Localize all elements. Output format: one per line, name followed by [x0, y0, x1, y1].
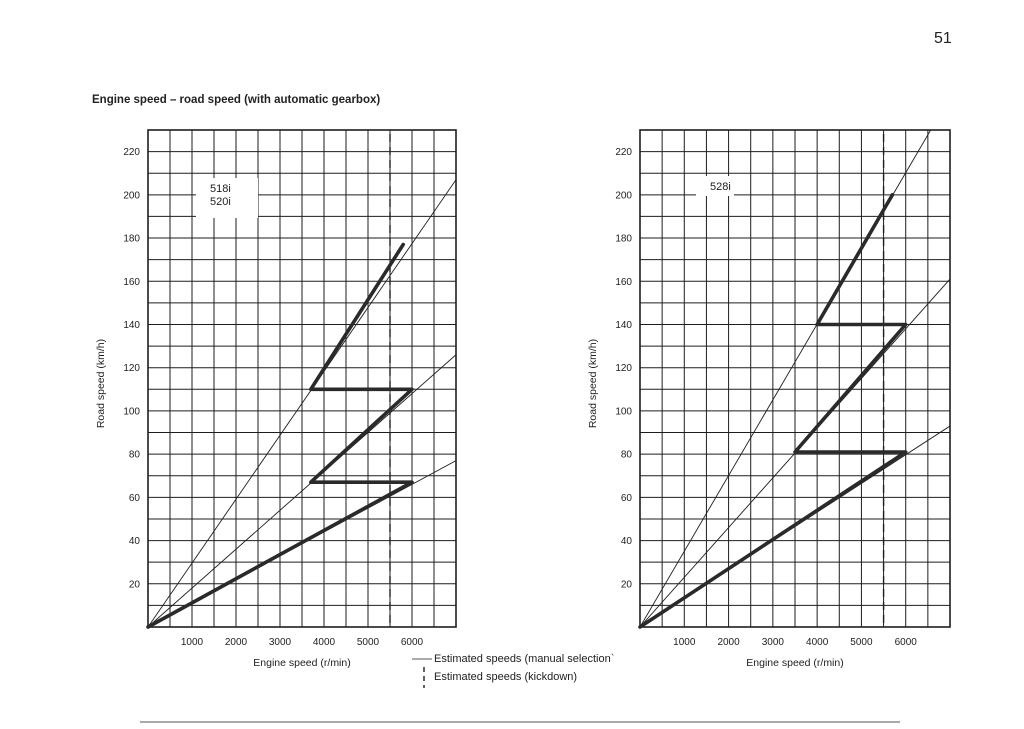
model-label: 518i [210, 183, 231, 195]
page-number: 51 [934, 30, 952, 47]
y-tick-label: 20 [621, 579, 633, 590]
shift-path [146, 242, 414, 629]
y-tick-label: 120 [615, 363, 632, 374]
x-tick-label: 6000 [401, 637, 424, 648]
x-tick-label: 5000 [357, 637, 380, 648]
x-tick-label: 1000 [181, 637, 204, 648]
model-label-box [696, 176, 734, 196]
y-tick-label: 60 [129, 493, 141, 504]
y-axis-label: Road speed (km/h) [587, 339, 599, 428]
legend: Estimated speeds (manual selection` Esti… [412, 653, 614, 688]
page-title: Engine speed – road speed (with automati… [92, 94, 381, 106]
y-tick-label: 100 [615, 406, 632, 417]
y-tick-label: 200 [615, 190, 632, 201]
x-tick-label: 2000 [225, 637, 248, 648]
y-tick-label: 100 [123, 406, 140, 417]
y-tick-label: 180 [123, 234, 140, 245]
y-tick-label: 80 [129, 450, 141, 461]
y-tick-label: 120 [123, 363, 140, 374]
plot-frame [639, 129, 951, 628]
model-label-box [196, 178, 258, 218]
chart-528i: 528i 20 40 60 80 100 120 140 160 180 200 220 1000 200… [587, 129, 951, 669]
x-tick-label: 4000 [806, 637, 829, 648]
x-tick-label: 3000 [269, 637, 292, 648]
legend-kickdown-label: Estimated speeds (kickdown) [434, 671, 577, 683]
y-tick-label: 40 [621, 536, 633, 547]
y-axis-label: Road speed (km/h) [95, 339, 107, 428]
x-tick-label: 2000 [717, 637, 740, 648]
x-tick-label: 3000 [762, 637, 785, 648]
x-tick-label: 5000 [850, 637, 873, 648]
legend-manual-label: Estimated speeds (manual selection` [434, 653, 614, 665]
y-tick-label: 40 [129, 536, 141, 547]
grid [640, 130, 950, 627]
plot-frame [147, 129, 457, 628]
gear-line-3 [148, 179, 456, 627]
grid [148, 130, 456, 627]
x-tick-label: 1000 [673, 637, 696, 648]
model-label: 528i [710, 181, 731, 193]
y-tick-label: 220 [615, 147, 632, 158]
shift-path [638, 193, 908, 629]
y-tick-label: 220 [123, 147, 140, 158]
gear-line-2 [148, 354, 456, 627]
y-tick-label: 180 [615, 234, 632, 245]
y-tick-label: 20 [129, 579, 141, 590]
y-tick-label: 200 [123, 190, 140, 201]
x-tick-label: 4000 [313, 637, 336, 648]
x-axis-label: Engine speed (r/min) [253, 657, 350, 669]
y-tick-label: 140 [123, 320, 140, 331]
model-label: 520i [210, 196, 231, 208]
x-tick-label: 6000 [895, 637, 918, 648]
y-tick-label: 60 [621, 493, 633, 504]
y-tick-label: 160 [615, 277, 632, 288]
x-axis-label: Engine speed (r/min) [746, 657, 843, 669]
y-tick-label: 160 [123, 277, 140, 288]
y-tick-label: 80 [621, 450, 633, 461]
y-tick-label: 140 [615, 320, 632, 331]
